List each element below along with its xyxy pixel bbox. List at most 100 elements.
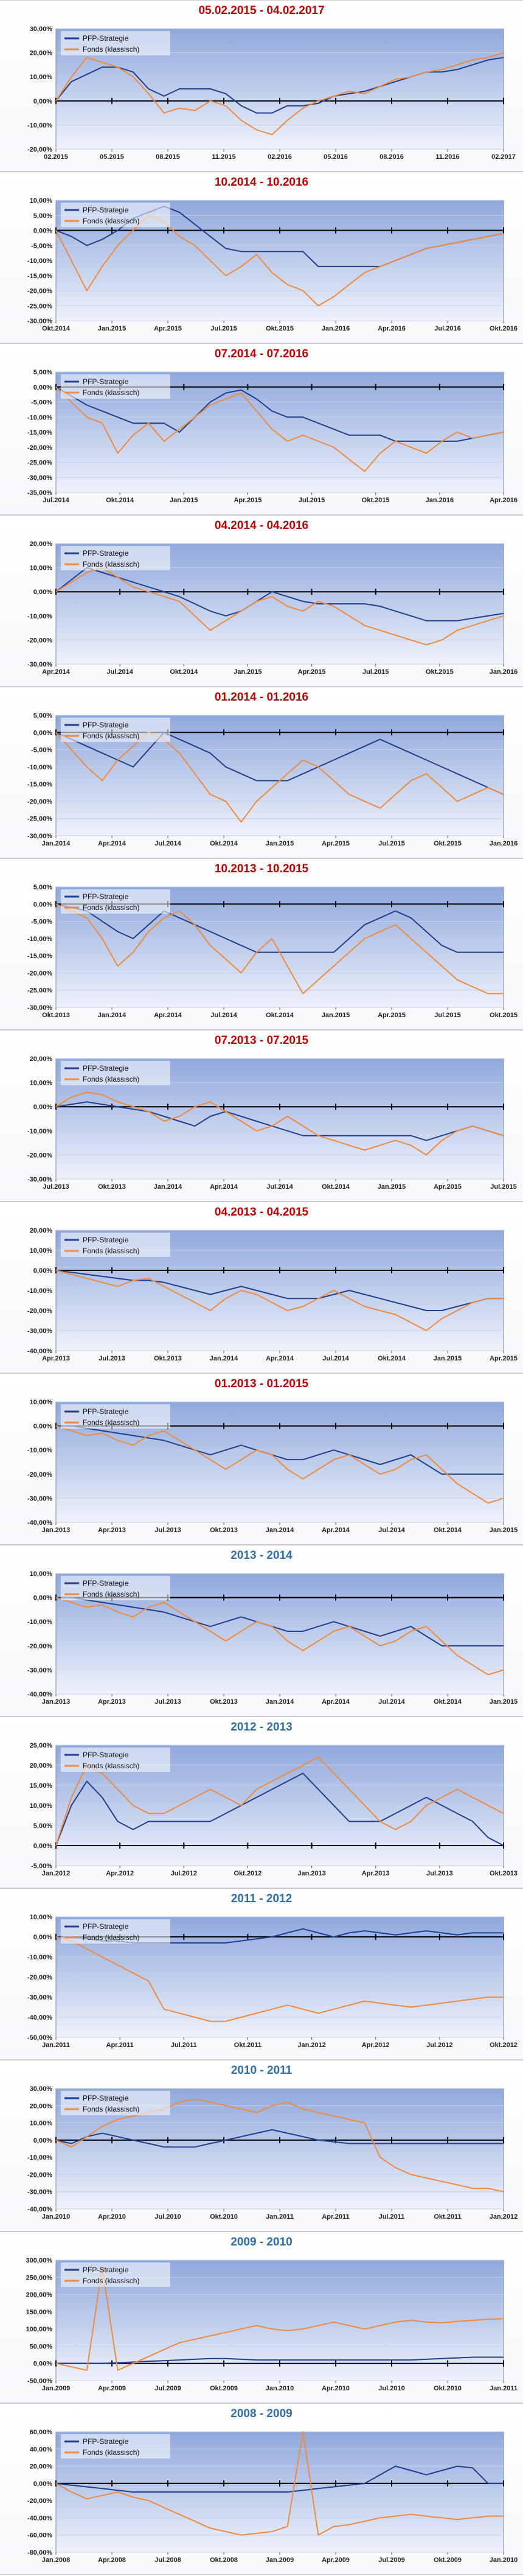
- y-tick-label: 0,00%: [33, 2361, 52, 2368]
- x-tick-label: Jul.2014: [266, 1183, 293, 1191]
- x-tick-label: Okt.2011: [234, 2042, 262, 2049]
- chart-panel: 04.2014 - 04.2016 20,00% 10,00% 0,00% -10,00…: [0, 515, 523, 687]
- chart-title: 2008 - 2009: [230, 2407, 293, 2420]
- x-tick-label: Okt.2015: [426, 668, 454, 676]
- chart-svg: 10,00% 5,00% 0,00% -5,00% -10,00% -15,00% -20,…: [27, 197, 518, 332]
- chart-title: 04.2014 - 04.2016: [214, 519, 309, 532]
- y-tick-label: 100,00%: [26, 2326, 53, 2333]
- x-tick-label: Jul.2010: [154, 2213, 181, 2221]
- series-line-1: [55, 1936, 504, 2022]
- x-tick-label: Apr.2016: [378, 325, 406, 332]
- x-tick-label: Jan.2015: [378, 1183, 406, 1191]
- legend-box: [61, 31, 170, 55]
- x-tick-label: Jan.2014: [210, 1355, 238, 1362]
- y-tick-label: -5,00%: [31, 919, 52, 926]
- x-tick-label: Okt.2015: [362, 497, 390, 504]
- x-tick-label: Jul.2015: [299, 497, 325, 504]
- legend-label: PFP-Strategie: [83, 721, 129, 729]
- y-tick-label: 30,00%: [30, 2085, 53, 2093]
- y-tick-label: -40,00%: [27, 1519, 52, 1527]
- y-tick-label: 50,00%: [30, 2343, 53, 2350]
- y-tick-label: -30,00%: [27, 1495, 52, 1502]
- x-tick-label: Okt.2012: [490, 2042, 518, 2049]
- chart-panel: 2011 - 2012 10,00% 0,00% -10,00% -20,00% -30,…: [0, 1888, 523, 2060]
- y-tick-label: 5,00%: [33, 884, 52, 891]
- chart-panel: 05.02.2015 - 04.02.2017 30,00% 20,00% 10,00…: [0, 0, 523, 172]
- y-tick-label: 40,00%: [30, 2446, 53, 2453]
- x-tick-label: Okt.2014: [42, 325, 71, 332]
- chart-title: 01.2013 - 01.2015: [214, 1377, 309, 1390]
- chart-svg: 25,00% 20,00% 15,00% 10,00% 5,00% 0,00% -5,00%…: [30, 1742, 518, 1877]
- legend: PFP-Strategie Fonds (klassisch): [61, 374, 170, 399]
- x-tick-label: Apr.2011: [106, 2042, 134, 2049]
- chart-title: 2012 - 2013: [230, 1721, 293, 1734]
- y-tick-label: 0,00%: [33, 1267, 52, 1275]
- legend: PFP-Strategie Fonds (klassisch): [61, 718, 170, 742]
- x-tick-label: Apr.2014: [98, 840, 126, 847]
- legend-label: PFP-Strategie: [83, 1751, 129, 1759]
- chart-title: 10.2014 - 10.2016: [214, 176, 309, 189]
- series-line-0: [55, 567, 504, 621]
- series-line-1: [55, 1270, 504, 1331]
- x-tick-label: Jan.2010: [42, 2213, 70, 2221]
- chart-panel: 10.2013 - 10.2015 5,00% 0,00% -5,00% -10,00%…: [0, 858, 523, 1030]
- legend: PFP-Strategie Fonds (klassisch): [61, 1919, 170, 1944]
- series-line-0: [55, 1270, 504, 1311]
- x-tick-label: Okt.2014: [106, 497, 134, 504]
- y-tick-label: -15,00%: [27, 953, 52, 960]
- y-tick-label: -10,00%: [27, 1619, 52, 1626]
- y-tick-label: -10,00%: [27, 1287, 52, 1295]
- y-tick-label: 5,00%: [33, 212, 52, 220]
- x-tick-label: Jan.2010: [490, 2557, 518, 2564]
- x-tick-label: Okt.2013: [210, 1698, 238, 1706]
- y-tick-label: 20,00%: [30, 541, 53, 548]
- chart-panel: 2012 - 2013 25,00% 20,00% 15,00% 10,00% 5,00%…: [0, 1717, 523, 1888]
- x-tick-label: Jan.2015: [322, 1012, 350, 1019]
- y-tick-label: -25,00%: [27, 460, 52, 467]
- legend: PFP-Strategie Fonds (klassisch): [61, 889, 170, 914]
- x-tick-label: Okt.2013: [42, 1012, 70, 1019]
- legend: PFP-Strategie Fonds (klassisch): [61, 1233, 170, 1257]
- legend-label: PFP-Strategie: [83, 377, 129, 386]
- series-line-0: [55, 1773, 504, 1846]
- legend-label: PFP-Strategie: [83, 2094, 129, 2102]
- x-tick-label: Okt.2014: [378, 1355, 406, 1362]
- legend-label: Fonds (klassisch): [83, 732, 139, 740]
- x-tick-label: Jan.2011: [266, 2213, 294, 2221]
- y-tick-label: 10,00%: [30, 1247, 53, 1255]
- legend: PFP-Strategie Fonds (klassisch): [61, 31, 170, 55]
- chart-title: 2010 - 2011: [230, 2064, 293, 2077]
- y-tick-label: 10,00%: [30, 1399, 53, 1406]
- y-tick-label: -30,00%: [27, 318, 52, 325]
- x-tick-label: Okt.2013: [98, 1183, 126, 1191]
- legend-label: Fonds (klassisch): [83, 1247, 139, 1255]
- x-tick-label: Jul.2014: [154, 840, 181, 847]
- y-tick-label: -10,00%: [27, 122, 52, 129]
- chart-svg: 20,00%10,00%0,00%-10,00%-20,00%-30,00%Ju…: [27, 1055, 517, 1191]
- x-tick-label: Apr.2009: [322, 2557, 350, 2564]
- x-tick-label: Jan.2016: [490, 668, 518, 676]
- legend-label: PFP-Strategie: [83, 1407, 129, 1416]
- legend-label: Fonds (klassisch): [83, 1762, 139, 1770]
- legend-box: [61, 2263, 170, 2287]
- x-tick-label: Apr.2014: [266, 1355, 294, 1362]
- chart-title: 2009 - 2010: [230, 2236, 293, 2249]
- y-tick-label: -35,00%: [27, 489, 52, 497]
- x-tick-label: Jul.2009: [154, 2385, 181, 2392]
- legend-label: Fonds (klassisch): [83, 903, 139, 912]
- y-tick-label: 150,00%: [26, 2309, 53, 2316]
- chart-svg: 30,00% 20,00% 10,00% 0,00% -10,00% -20,00% -30…: [27, 2085, 518, 2221]
- y-tick-label: 0,00%: [33, 1595, 52, 1602]
- x-tick-label: Okt.2016: [490, 325, 518, 332]
- legend: PFP-Strategie Fonds (klassisch): [61, 1576, 170, 1600]
- legend: PFP-Strategie Fonds (klassisch): [61, 1748, 170, 1772]
- chart-panel: 01.2013 - 01.2015 10,00% 0,00% -10,00% -20,0…: [0, 1373, 523, 1545]
- y-tick-label: -80,00%: [27, 2549, 52, 2557]
- y-tick-label: -15,00%: [27, 273, 52, 280]
- legend-box: [61, 546, 170, 570]
- x-tick-label: Jan.2015: [234, 668, 262, 676]
- x-tick-label: Jan.2009: [266, 2557, 294, 2564]
- legend-label: Fonds (klassisch): [83, 2448, 139, 2457]
- x-tick-label: Apr.2015: [378, 1012, 406, 1019]
- legend-box: [61, 1576, 170, 1600]
